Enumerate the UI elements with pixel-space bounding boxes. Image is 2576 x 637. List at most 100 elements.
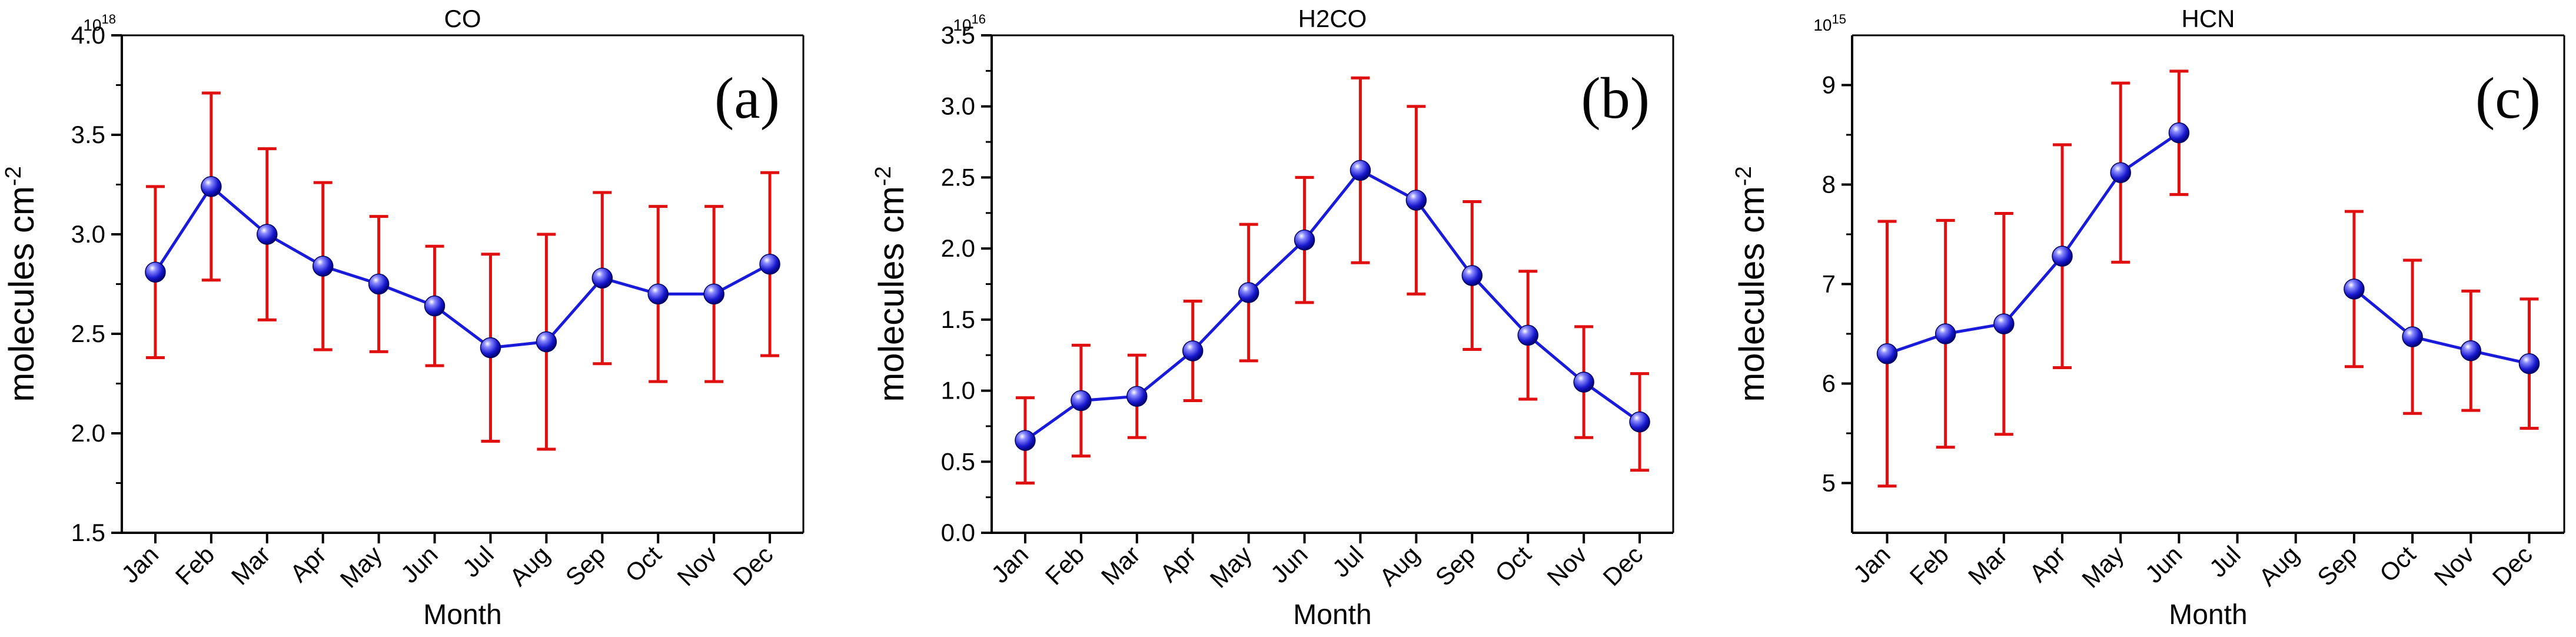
panel-label: (b) xyxy=(1581,65,1650,131)
x-tick-label: Oct xyxy=(1490,540,1537,588)
x-axis-title: Month xyxy=(423,599,501,631)
data-point xyxy=(1876,343,1898,364)
x-tick-label: Apr xyxy=(285,540,331,587)
x-axis-title: Month xyxy=(2169,599,2247,631)
panel-title: CO xyxy=(444,5,481,32)
y-tick-label: 2.5 xyxy=(71,320,105,347)
x-tick-label: Dec xyxy=(727,540,778,591)
x-tick-label: Aug xyxy=(1374,540,1425,591)
data-point xyxy=(424,295,446,317)
y-tick-label: 2.5 xyxy=(941,163,975,191)
data-point xyxy=(647,283,669,305)
axis-multiplier-exponent: 18 xyxy=(102,12,116,26)
axis-multiplier-base: 10 xyxy=(1813,16,1832,34)
y-axis-title: molecules cm-2 xyxy=(871,166,911,402)
panel-title: H2CO xyxy=(1298,5,1367,32)
data-point xyxy=(2518,353,2540,374)
x-tick-label: Jul xyxy=(2204,540,2246,582)
series-line xyxy=(2353,288,2530,366)
y-tick-label: 1.0 xyxy=(941,377,975,404)
data-point xyxy=(1015,430,1036,451)
y-tick-label: 8 xyxy=(1822,171,1836,198)
series-line xyxy=(1024,168,1641,442)
x-tick-label: Sep xyxy=(1430,540,1481,591)
data-point xyxy=(2052,245,2073,267)
x-tick-label: May xyxy=(335,540,387,593)
data-point xyxy=(1238,282,1259,303)
data-point xyxy=(2402,326,2423,347)
y-tick-label: 1.5 xyxy=(941,306,975,333)
y-axis-title: molecules cm-2 xyxy=(1731,166,1771,402)
x-tick-label: Sep xyxy=(560,540,611,591)
x-tick-label: Nov xyxy=(672,540,722,591)
y-tick-label: 0.5 xyxy=(941,447,975,475)
x-tick-label: Dec xyxy=(2487,540,2538,591)
axis-multiplier-base: 10 xyxy=(953,16,971,34)
data-point xyxy=(1573,371,1594,393)
panel-title: HCN xyxy=(2182,5,2235,32)
y-tick-label: 2.0 xyxy=(71,419,105,447)
axis-multiplier-exponent: 16 xyxy=(972,12,986,26)
y-tick-label: 1.5 xyxy=(71,519,105,546)
y-axis-title-superscript: -2 xyxy=(871,166,896,186)
x-tick-label: Feb xyxy=(1904,540,1954,590)
data-point xyxy=(1517,324,1538,346)
x-tick-label: May xyxy=(1205,540,1257,593)
x-tick-label: Nov xyxy=(1541,540,1592,591)
data-point xyxy=(1461,265,1483,286)
data-point xyxy=(2168,122,2190,144)
x-tick-label: Mar xyxy=(1096,540,1145,590)
x-tick-label: Oct xyxy=(2374,540,2421,588)
x-tick-label: May xyxy=(2076,540,2129,593)
axis-multiplier-base: 10 xyxy=(83,16,101,34)
x-tick-label: Jun xyxy=(2140,540,2188,588)
series-line xyxy=(154,184,771,350)
data-point xyxy=(591,267,613,289)
x-tick-label: Apr xyxy=(2024,540,2070,587)
data-point xyxy=(1405,190,1427,211)
x-tick-label: Jul xyxy=(1327,540,1369,582)
data-point xyxy=(2344,278,2365,300)
data-point xyxy=(1071,390,1092,412)
data-point xyxy=(1350,160,1371,181)
panel-label: (a) xyxy=(714,65,780,131)
x-tick-label: Dec xyxy=(1597,540,1648,591)
data-point xyxy=(312,256,334,277)
y-axis-title-text: molecules cm xyxy=(872,186,911,402)
x-tick-label: Jan xyxy=(116,540,164,588)
x-tick-label: Jan xyxy=(1848,540,1896,588)
panel-3: 5 6 7 8 9 Jan Feb Mar Apr May Jun Jul Aug Sep Oct Nov De… xyxy=(1731,5,2565,631)
y-tick-label: 6 xyxy=(1822,370,1836,397)
x-tick-label: Apr xyxy=(1155,540,1201,587)
data-point xyxy=(703,283,724,305)
data-point xyxy=(1182,340,1204,361)
x-tick-label: Jun xyxy=(1265,540,1313,588)
panel-label: (c) xyxy=(2475,65,2541,131)
data-point xyxy=(145,261,166,283)
y-tick-label: 5 xyxy=(1822,469,1836,497)
data-point xyxy=(1629,411,1650,433)
x-tick-label: Oct xyxy=(620,540,667,588)
data-point xyxy=(1993,313,2015,334)
y-axis-title-text: molecules cm xyxy=(2,186,41,402)
x-tick-label: Aug xyxy=(504,540,555,591)
y-tick-label: 7 xyxy=(1822,270,1836,298)
axis-multiplier: 1015 xyxy=(1813,12,1846,34)
x-tick-label: Jan xyxy=(986,540,1033,588)
y-axis-title-superscript: -2 xyxy=(1,166,26,186)
y-tick-label: 3.5 xyxy=(941,21,975,49)
data-point xyxy=(480,337,501,359)
axis-multiplier-exponent: 15 xyxy=(1832,12,1846,26)
data-point xyxy=(759,253,780,275)
y-axis-title-superscript: -2 xyxy=(1731,166,1756,186)
axis-multiplier: 1018 xyxy=(83,12,116,34)
y-tick-label: 2.0 xyxy=(941,234,975,262)
x-tick-label: Jul xyxy=(457,540,499,582)
data-point xyxy=(1935,323,1956,344)
y-tick-label: 4.0 xyxy=(71,21,105,49)
y-axis-title-text: molecules cm xyxy=(1732,186,1771,402)
y-tick-label: 0.0 xyxy=(941,519,975,546)
data-point xyxy=(536,331,557,353)
